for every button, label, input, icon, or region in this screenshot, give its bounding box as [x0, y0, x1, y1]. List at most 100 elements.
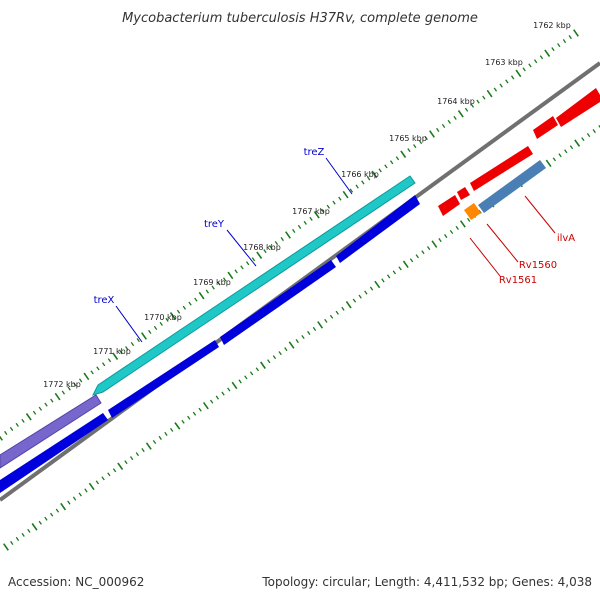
upper-tick-mark — [407, 148, 411, 153]
lower-tick-mark — [402, 260, 409, 269]
lower-tick-mark — [88, 482, 95, 491]
upper-tick-mark — [130, 342, 135, 347]
upper-tick-mark — [528, 63, 532, 68]
upper-tick-mark — [389, 160, 394, 165]
lower-tick-mark — [415, 254, 419, 259]
gene-treY2-bar[interactable] — [220, 260, 336, 345]
lower-tick-mark — [466, 217, 471, 222]
lower-tick-mark — [152, 440, 157, 444]
upper-tick-mark — [32, 410, 37, 415]
upper-tick-mark — [269, 245, 273, 250]
gene-purple-bar[interactable] — [0, 394, 102, 469]
lower-tick-mark — [215, 395, 220, 400]
gene-red-1[interactable] — [556, 88, 600, 127]
gene-treZ-bar[interactable] — [92, 175, 416, 396]
lower-tick-mark — [374, 280, 381, 289]
lower-tick-mark — [381, 278, 385, 283]
upper-tick-mark — [256, 251, 263, 259]
upper-tick-mark — [136, 338, 140, 343]
lower-tick-mark — [295, 339, 299, 344]
lower-tick-mark — [431, 240, 438, 248]
upper-tick-mark — [50, 398, 54, 403]
lower-tick-mark — [202, 401, 209, 410]
gene-red-3[interactable] — [470, 146, 533, 191]
upper-tick-mark — [159, 321, 163, 326]
upper-tick-mark — [176, 309, 181, 314]
gene-red-4[interactable] — [457, 187, 470, 200]
kbp-label-1770: 1770 kbp — [144, 313, 182, 322]
gene-ilvA-bar[interactable] — [478, 160, 546, 213]
lower-tick-mark — [158, 435, 162, 440]
lower-tick-mark — [38, 520, 42, 525]
upper-tick-mark — [309, 216, 313, 221]
upper-tick-mark — [240, 265, 244, 270]
lower-tick-mark — [438, 238, 442, 243]
upper-tick-mark — [9, 426, 14, 431]
gene-label-Rv1561[interactable]: Rv1561 — [499, 275, 537, 286]
upper-tick-mark — [67, 386, 71, 391]
lower-tick-mark — [574, 139, 581, 147]
upper-tick-mark — [457, 110, 464, 118]
lower-tick-mark — [141, 448, 145, 453]
gene-treY-bar[interactable] — [336, 195, 420, 263]
kbp-label-1766: 1766 kbp — [341, 170, 379, 179]
lower-tick-mark — [44, 516, 48, 521]
Rv1561-leader — [469, 237, 501, 277]
upper-tick-mark — [568, 35, 572, 40]
gene-label-treX[interactable]: treX — [94, 295, 115, 306]
lower-tick-mark — [117, 462, 124, 470]
upper-tick-mark — [349, 188, 354, 193]
upper-tick-mark — [486, 89, 493, 98]
upper-tick-mark — [313, 211, 320, 219]
upper-tick-mark — [251, 257, 256, 262]
upper-tick-mark — [429, 130, 435, 138]
upper-tick-mark — [61, 390, 66, 395]
lower-tick-mark — [249, 371, 254, 376]
gene-label-ilvA[interactable]: ilvA — [557, 233, 575, 244]
lower-tick-mark — [187, 415, 191, 420]
lower-tick-mark — [260, 361, 266, 369]
upper-tick-mark — [355, 184, 359, 189]
lower-tick-mark — [284, 347, 288, 352]
upper-tick-mark — [38, 406, 43, 411]
upper-tick-mark — [211, 285, 215, 290]
lower-tick-mark — [358, 294, 362, 299]
upper-tick-mark — [384, 164, 388, 169]
upper-tick-mark — [78, 378, 83, 383]
lower-tick-mark — [592, 129, 596, 134]
lower-tick-mark — [564, 149, 568, 154]
lower-tick-mark — [145, 442, 152, 450]
upper-tick-mark — [222, 277, 227, 282]
gene-treX-bar[interactable] — [108, 340, 219, 418]
lower-tick-mark — [459, 220, 466, 228]
treY-leader — [226, 229, 257, 267]
gene-red-2[interactable] — [533, 116, 558, 139]
upper-tick-mark — [499, 83, 503, 88]
upper-tick-mark — [4, 430, 8, 435]
upper-tick-ring — [0, 29, 579, 441]
upper-tick-mark — [245, 261, 250, 266]
upper-tick-mark — [83, 372, 90, 381]
gene-red-5[interactable] — [438, 195, 460, 216]
upper-tick-mark — [263, 249, 267, 254]
lower-tick-mark — [10, 540, 14, 545]
upper-tick-mark — [539, 55, 544, 60]
gene-blue-left-bar[interactable] — [0, 413, 108, 493]
lower-tick-mark — [581, 137, 585, 142]
upper-tick-mark — [366, 176, 371, 181]
lower-tick-mark — [112, 468, 117, 473]
gene-Rv1561-bar[interactable] — [464, 203, 481, 220]
upper-tick-mark — [107, 358, 112, 363]
gene-label-treZ[interactable]: treZ — [304, 147, 325, 158]
upper-tick-mark — [522, 67, 526, 72]
lower-tick-mark — [426, 246, 431, 251]
upper-tick-mark — [101, 362, 106, 367]
gene-label-Rv1560[interactable]: Rv1560 — [519, 260, 557, 271]
gene-label-treY[interactable]: treY — [204, 219, 225, 230]
lower-tick-mark — [586, 133, 591, 138]
lower-tick-mark — [164, 431, 168, 436]
upper-tick-mark — [141, 332, 147, 340]
upper-tick-mark — [562, 39, 567, 44]
kbp-label-1771: 1771 kbp — [93, 347, 131, 356]
